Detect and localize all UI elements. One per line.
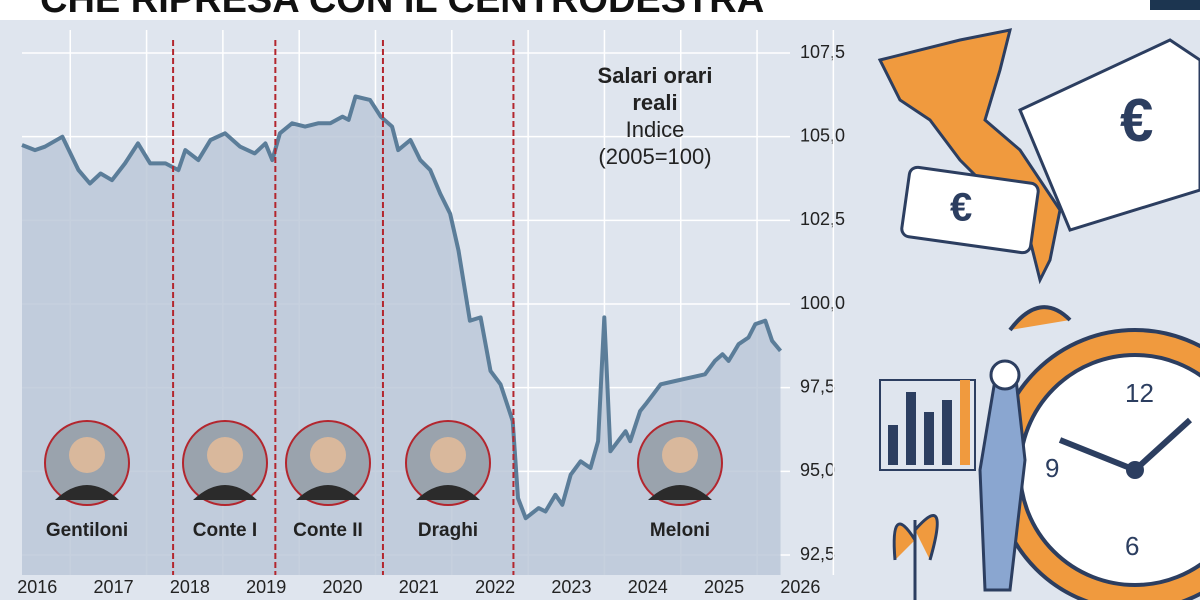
x-tick-label: 2020 bbox=[322, 577, 362, 597]
y-tick-label: 100,0 bbox=[800, 293, 845, 313]
x-tick-label: 2022 bbox=[475, 577, 515, 597]
government-name: Conte II bbox=[293, 520, 363, 541]
title-box bbox=[18, 0, 758, 16]
portrait-head bbox=[430, 437, 466, 473]
logo bbox=[1150, 0, 1200, 10]
portrait-head bbox=[662, 437, 698, 473]
svg-text:9: 9 bbox=[1045, 453, 1059, 483]
portrait-body bbox=[296, 485, 360, 500]
y-tick-label: 97,5 bbox=[800, 376, 835, 396]
y-tick-label: 92,5 bbox=[800, 544, 835, 564]
y-tick-label: 95,0 bbox=[800, 460, 835, 480]
government-name: Meloni bbox=[650, 520, 710, 541]
government-name: Draghi bbox=[418, 520, 478, 541]
plot: 92,5 95,0 97,5 100,0 102,5 105,0 107,5 2016 2017… bbox=[17, 30, 845, 597]
svg-text:12: 12 bbox=[1125, 378, 1154, 408]
y-tick-label: 102,5 bbox=[800, 209, 845, 229]
portrait-body bbox=[55, 485, 119, 500]
svg-text:€: € bbox=[1120, 87, 1153, 154]
y-tick-label: 107,5 bbox=[800, 42, 845, 62]
x-tick-label: 2021 bbox=[399, 577, 439, 597]
x-tick-label: 2023 bbox=[551, 577, 591, 597]
portrait-head bbox=[310, 437, 346, 473]
chart-title: CHE RIPRESA CON IL CENTRODESTRA bbox=[40, 0, 764, 21]
portrait-head bbox=[69, 437, 105, 473]
x-tick-label: 2025 bbox=[704, 577, 744, 597]
government-name: Gentiloni bbox=[46, 520, 128, 541]
svg-text:6: 6 bbox=[1125, 531, 1139, 561]
x-tick-label: 2026 bbox=[780, 577, 820, 597]
x-tick-label: 2019 bbox=[246, 577, 286, 597]
portrait-head bbox=[207, 437, 243, 473]
portrait-body bbox=[416, 485, 480, 500]
portrait-body bbox=[193, 485, 257, 500]
government-name: Conte I bbox=[193, 520, 257, 541]
x-tick-label: 2018 bbox=[170, 577, 210, 597]
x-tick-label: 2017 bbox=[94, 577, 134, 597]
x-tick-label: 2024 bbox=[628, 577, 668, 597]
illustration: € € 12 9 6 bbox=[877, 28, 1200, 600]
annotation-subtitle: Indice (2005=100) bbox=[598, 117, 712, 169]
svg-text:€: € bbox=[950, 186, 972, 230]
y-tick-label: 105,0 bbox=[800, 125, 845, 145]
x-tick-label: 2016 bbox=[17, 577, 57, 597]
annotation: Salari orari reali Indice (2005=100) bbox=[575, 62, 735, 170]
annotation-title: Salari orari reali bbox=[597, 63, 713, 115]
line bbox=[21, 94, 783, 521]
portrait-body bbox=[648, 485, 712, 500]
